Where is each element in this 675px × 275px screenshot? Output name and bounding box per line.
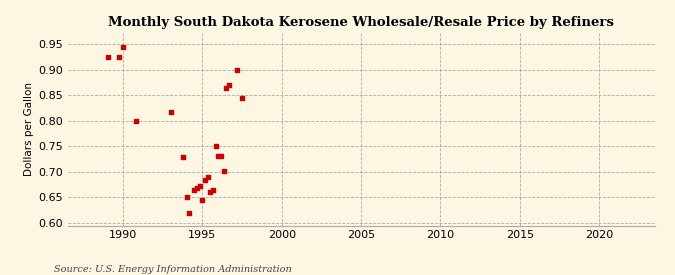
- Point: [208, 188, 219, 192]
- Text: Source: U.S. Energy Information Administration: Source: U.S. Energy Information Administ…: [54, 265, 292, 274]
- Point: [223, 83, 234, 87]
- Point: [189, 188, 200, 192]
- Point: [213, 153, 223, 158]
- Point: [215, 153, 226, 158]
- Point: [232, 68, 242, 72]
- Point: [192, 186, 202, 190]
- Point: [113, 55, 124, 59]
- Point: [200, 177, 211, 182]
- Y-axis label: Dollars per Gallon: Dollars per Gallon: [24, 82, 34, 176]
- Title: Monthly South Dakota Kerosene Wholesale/Resale Price by Refiners: Monthly South Dakota Kerosene Wholesale/…: [108, 16, 614, 29]
- Point: [177, 154, 188, 159]
- Point: [165, 109, 176, 114]
- Point: [202, 175, 213, 179]
- Point: [205, 190, 216, 194]
- Point: [218, 169, 229, 173]
- Point: [131, 119, 142, 123]
- Point: [221, 86, 232, 90]
- Point: [184, 211, 194, 215]
- Point: [237, 96, 248, 100]
- Point: [117, 45, 128, 49]
- Point: [103, 55, 114, 59]
- Point: [210, 144, 221, 148]
- Point: [181, 195, 192, 200]
- Point: [197, 198, 208, 202]
- Point: [194, 184, 205, 188]
